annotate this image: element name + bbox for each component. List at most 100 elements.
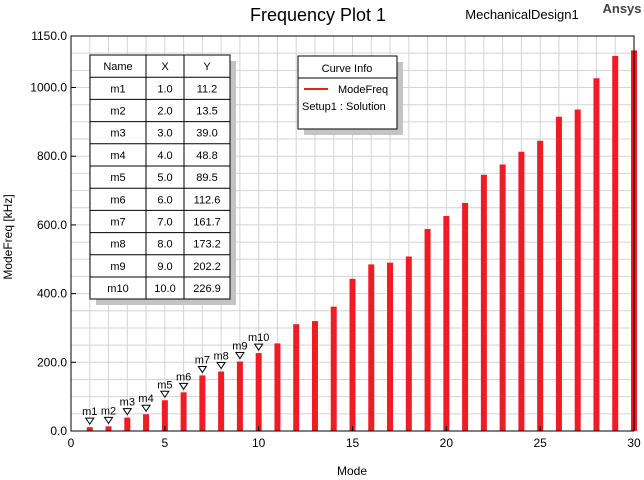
y-tick-label: 800.0 [37,149,67,163]
table-cell: 9.0 [157,261,172,273]
bar-mode-19 [424,229,431,431]
brand-logo-text: Ansys [602,1,641,16]
y-tick-label: 1000.0 [30,81,67,95]
table-cell: 89.5 [196,172,217,184]
marker-triangle-m9 [234,352,245,360]
marker-triangle-m1 [84,417,95,426]
bar-mode-6 [180,392,187,431]
marker-label-m10: m10 [248,332,269,344]
bar-mode-29 [612,55,619,431]
bar-mode-2 [105,426,112,431]
table-cell: m5 [110,172,125,184]
table-cell: 13.5 [196,106,217,118]
bar-mode-21 [462,202,469,431]
y-axis-label: ModeFreq [kHz] [1,194,15,279]
marker-label-m3: m3 [120,397,135,409]
table-cell: 39.0 [196,128,217,140]
table-cell: 161.7 [193,217,221,229]
table-cell: 1.0 [157,83,172,95]
design-name: MechanicalDesign1 [465,7,578,22]
axis-ticks: 0 5 10 15 20 25 30 0.0 200.0 400.0 600.0 800.0 1000.… [30,29,641,450]
marker-triangle-m5 [159,390,170,399]
y-tick-label: 600.0 [37,218,67,232]
marker-label-m8: m8 [213,351,228,363]
table-cell: 10.0 [154,283,175,295]
bar-mode-16 [368,264,375,431]
table-cell: 5.0 [157,172,172,184]
marker-triangle-m7 [197,365,208,374]
table-header-cell: Y [203,61,211,73]
bar-mode-24 [518,151,525,431]
bar-series [86,50,637,432]
y-tick-label: 200.0 [37,355,67,369]
marker-triangle-m3 [122,408,133,416]
table-cell: 3.0 [157,128,172,140]
marker-triangle-m10 [253,343,264,351]
x-tick-label: 10 [252,436,266,450]
table-header-cell: X [161,61,169,73]
marker-label-m7: m7 [195,354,210,366]
table-cell: m2 [110,106,125,118]
table-cell: 48.8 [196,150,217,162]
bar-mode-13 [311,321,318,431]
bar-mode-18 [405,256,412,431]
marker-label-m4: m4 [138,393,153,405]
table-cell: m7 [110,217,125,229]
marker-label-m6: m6 [176,371,191,383]
table-cell: m4 [110,150,125,162]
table-cell: m6 [110,194,125,206]
marker-label-m9: m9 [232,341,247,353]
marker-triangle-m8 [216,362,227,370]
bar-mode-1 [86,427,93,431]
table-cell: m3 [110,128,125,140]
bar-mode-14 [330,306,337,431]
chart-title: Frequency Plot 1 [250,5,386,25]
table-cell: 7.0 [157,217,172,229]
x-tick-label: 15 [346,436,360,450]
bar-mode-11 [274,343,281,431]
bar-mode-22 [480,174,487,432]
bar-mode-8 [218,371,225,431]
table-header-cell: Name [103,61,132,73]
x-tick-label: 20 [440,436,454,450]
table-cell: m9 [110,261,125,273]
table-cell: 112.6 [194,194,221,206]
bar-mode-20 [443,215,450,431]
table-cell: 202.2 [193,261,221,273]
marker-triangle-m6 [178,382,189,391]
y-tick-label: 0.0 [50,424,67,438]
bar-mode-3 [124,417,131,431]
bar-mode-5 [161,400,168,431]
x-tick-label: 30 [627,436,641,450]
bar-mode-25 [537,140,544,431]
x-tick-label: 5 [161,436,168,450]
bar-mode-23 [499,164,506,431]
table-cell: 4.0 [157,150,172,162]
bar-mode-7 [199,375,206,431]
x-axis-label: Mode [337,464,367,478]
legend-source: Setup1 : Solution [302,101,386,113]
bar-mode-4 [143,414,150,431]
legend-title: Curve Info [322,63,373,75]
bar-mode-10 [255,353,262,431]
table-cell: m1 [110,83,125,95]
table-cell: 173.2 [193,239,221,251]
bar-mode-26 [555,116,562,431]
x-tick-label: 25 [533,436,547,450]
bar-mode-27 [574,109,581,432]
marker-table: Name X Ym1 1.0 11.2 m2 2.0 13.5 m3 3.0 39.0 m4 4.0 48… [89,54,236,305]
table-cell: m10 [107,283,128,295]
bar-mode-17 [387,262,394,431]
marker-label-m2: m2 [101,405,116,417]
y-tick-label: 400.0 [37,287,67,301]
y-tick-label: 1150.0 [31,29,67,43]
x-tick-label: 0 [68,436,75,450]
bar-mode-12 [293,324,300,431]
marker-triangle-m4 [141,404,152,413]
bar-mode-15 [349,278,356,431]
bar-mode-28 [593,78,600,431]
table-cell: m8 [110,239,125,251]
table-cell: 2.0 [157,106,172,118]
